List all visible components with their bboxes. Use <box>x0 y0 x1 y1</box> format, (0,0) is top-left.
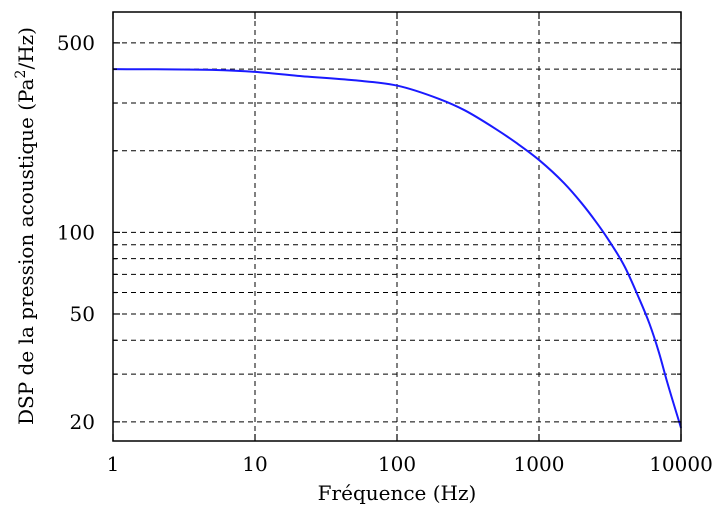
y-axis-label-superscript: 2 <box>13 70 29 79</box>
x-tick-label: 1 <box>107 452 120 476</box>
y-tick-label: 100 <box>57 220 95 244</box>
y-tick-label: 500 <box>57 31 95 55</box>
series-layer <box>112 68 682 429</box>
tick-marks <box>112 12 682 441</box>
series-line <box>112 68 682 429</box>
x-axis-label: Fréquence (Hz) <box>318 481 477 505</box>
x-tick-labels: 1 10 100 1000 10000 <box>107 452 713 476</box>
grid-lines <box>113 12 681 441</box>
x-tick-label: 1000 <box>514 452 565 476</box>
y-tick-label: 50 <box>70 302 95 326</box>
x-tick-label: 100 <box>378 452 416 476</box>
x-tick-label: 10 <box>242 452 267 476</box>
y-axis-label-main: DSP de la pression acoustique (Pa <box>14 78 38 425</box>
y-axis-label-tail: /Hz) <box>14 27 38 70</box>
y-tick-labels: 20 50 100 500 <box>57 31 95 434</box>
y-axis-label: DSP de la pression acoustique (Pa2/Hz) <box>13 27 38 425</box>
x-tick-label: 10000 <box>649 452 713 476</box>
y-tick-label: 20 <box>70 410 95 434</box>
